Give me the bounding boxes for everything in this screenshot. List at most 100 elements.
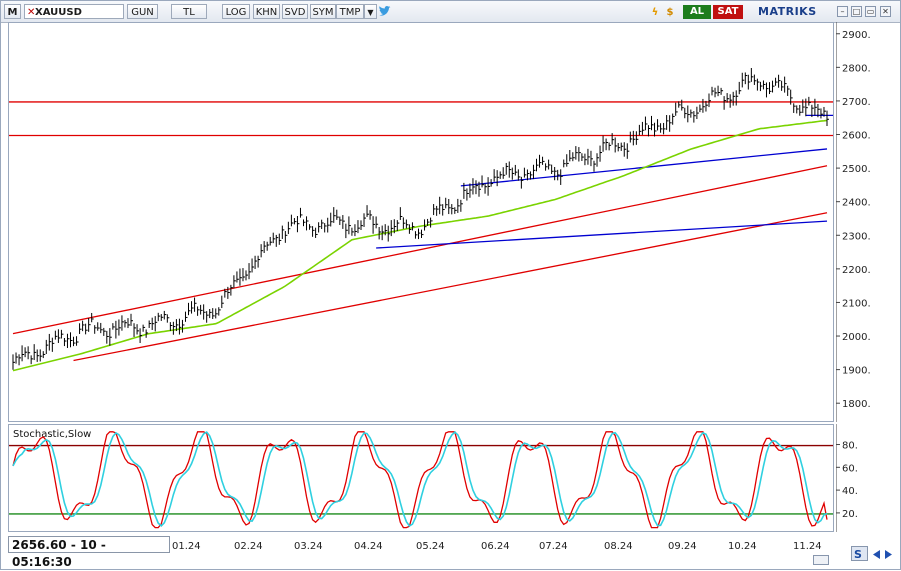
price-bar (351, 227, 354, 236)
time-label: 06.24 (481, 541, 510, 552)
price-bar (436, 205, 439, 216)
time-label: 05.24 (416, 541, 445, 552)
khn-button[interactable]: KHN (253, 4, 280, 19)
price-bar (21, 345, 25, 362)
price-bar (687, 105, 690, 123)
price-bar (88, 318, 91, 332)
price-tick-label: 2900. (842, 30, 871, 41)
scroll-thumb[interactable] (813, 555, 829, 565)
price-bar (27, 346, 31, 360)
time-label: 09.24 (668, 541, 697, 552)
cursor-readout: 2656.60 - 10 - 05:16:30 (8, 536, 170, 569)
menu-button[interactable]: M (4, 4, 21, 19)
remove-symbol-icon[interactable]: ✕ (27, 7, 36, 18)
scroll-left-icon[interactable] (871, 549, 882, 560)
lightning-icon[interactable]: ϟ (651, 7, 659, 18)
price-bar (717, 85, 721, 97)
sell-button[interactable]: SAT (713, 5, 743, 19)
price-bar (200, 304, 203, 315)
price-bar (823, 106, 826, 117)
price-bar (593, 160, 596, 172)
price-bar (826, 110, 829, 127)
price-tick-label: 2000. (842, 332, 871, 343)
restore-icon[interactable]: ▭ (865, 6, 876, 17)
stochastic-plot[interactable]: Stochastic,Slow (9, 425, 833, 531)
price-bar (542, 156, 545, 165)
price-bar (157, 312, 161, 322)
price-bar (596, 153, 600, 167)
price-bar (148, 320, 152, 328)
minimize-icon[interactable]: – (837, 6, 848, 17)
price-plot[interactable] (9, 23, 833, 421)
sym-button[interactable]: SYM (310, 4, 336, 19)
price-bar (744, 72, 748, 85)
currency-button[interactable]: TL (171, 4, 207, 19)
price-bar (393, 219, 397, 234)
symbol-field[interactable]: ✕ XAUUSD (24, 4, 124, 19)
price-bar (79, 323, 82, 334)
close-icon[interactable]: ✕ (880, 6, 891, 17)
price-bar (814, 98, 817, 116)
svg-text:S: S (854, 548, 862, 561)
price-bar (251, 258, 255, 273)
price-bar (451, 204, 454, 215)
blue-support-trendline (376, 220, 828, 249)
price-bar (366, 205, 370, 217)
price-bar (629, 131, 633, 143)
price-bar (206, 311, 209, 323)
dropdown-arrow-icon[interactable]: ▼ (364, 4, 377, 19)
twitter-icon[interactable] (377, 4, 391, 19)
price-bar (605, 138, 609, 151)
price-bar (578, 147, 581, 162)
price-bar (312, 226, 315, 237)
price-bar (650, 115, 654, 131)
price-bar (747, 74, 751, 90)
price-bar (514, 164, 518, 176)
price-bar (635, 131, 639, 145)
price-bar (487, 177, 491, 196)
price-tick-label: 2600. (842, 131, 871, 142)
price-bar (318, 222, 321, 233)
price-bar (793, 103, 796, 113)
price-bar (184, 311, 188, 322)
price-bar (666, 115, 669, 130)
log-button[interactable]: LOG (222, 4, 250, 19)
price-bar (445, 197, 448, 209)
svd-button[interactable]: SVD (282, 4, 308, 19)
price-bar (660, 123, 663, 133)
price-bar (517, 169, 521, 181)
price-bar (523, 167, 527, 178)
stochastic-panel[interactable]: Stochastic,Slow (8, 424, 834, 532)
tmp-button[interactable]: TMP (336, 4, 364, 19)
price-bar (617, 142, 621, 152)
price-bar (281, 225, 285, 239)
channel-lower-line (73, 212, 828, 362)
price-bar (396, 220, 400, 232)
price-bar (321, 219, 324, 229)
price-bar (602, 135, 606, 152)
maximize-icon[interactable]: □ (851, 6, 862, 17)
price-bar (545, 163, 548, 171)
scroll-right-icon[interactable] (883, 549, 894, 560)
price-bar (203, 304, 206, 320)
price-bar (260, 244, 264, 258)
chart-toolbar: M ✕ XAUUSD GUN TL LOG KHN SVD SYM TMP ▼ … (1, 1, 900, 23)
indicator-title: Stochastic,Slow (13, 429, 91, 440)
price-bar (248, 263, 252, 280)
price-bar (505, 162, 509, 175)
buy-button[interactable]: AL (683, 5, 711, 19)
price-bar (357, 220, 360, 234)
price-bar (702, 98, 705, 113)
price-bar (759, 81, 763, 92)
price-bar (778, 74, 781, 88)
refresh-icon[interactable]: S (851, 546, 869, 562)
price-bar (181, 319, 185, 333)
price-bar (469, 183, 472, 198)
time-label: 08.24 (604, 541, 633, 552)
price-panel[interactable] (8, 22, 834, 422)
price-bar (166, 314, 170, 323)
price-bar (672, 113, 675, 125)
currency-icon[interactable]: $ (666, 7, 674, 18)
period-button[interactable]: GUN (127, 4, 158, 19)
brand-logo: MATRIKS (758, 5, 817, 18)
